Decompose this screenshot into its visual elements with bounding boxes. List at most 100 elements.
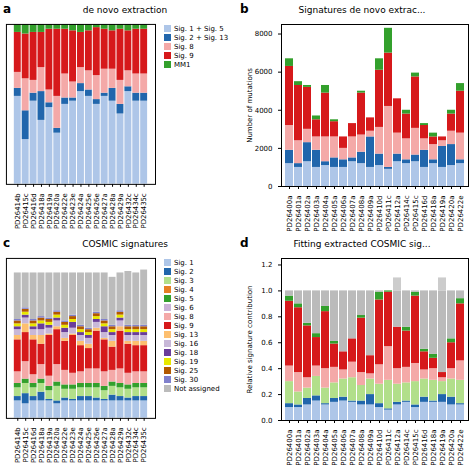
svg-text:6000: 6000 — [255, 68, 273, 76]
svg-text:PD26414c: PD26414c — [403, 195, 411, 231]
svg-text:PD26409a: PD26409a — [367, 196, 375, 232]
svg-text:PD26408a: PD26408a — [358, 430, 366, 466]
svg-text:PD26402a: PD26402a — [304, 196, 312, 232]
svg-text:4000: 4000 — [255, 107, 273, 115]
svg-text:PD26408a: PD26408a — [358, 196, 366, 232]
svg-text:PD26432c: PD26432c — [125, 427, 133, 462]
svg-text:1.0: 1.0 — [261, 287, 272, 295]
svg-text:0.8: 0.8 — [261, 313, 272, 321]
svg-text:PD26411c: PD26411c — [385, 429, 393, 465]
svg-text:PD26403a: PD26403a — [313, 196, 321, 232]
svg-text:PD26419a: PD26419a — [46, 193, 54, 229]
svg-text:Relative signature contributio: Relative signature contribution — [246, 285, 254, 393]
svg-text:PD26425e: PD26425e — [85, 427, 93, 463]
svg-text:PD26419a: PD26419a — [439, 430, 447, 466]
html-text:Sig. 9: Sig. 9 — [173, 51, 194, 60]
svg-text:PD26406a: PD26406a — [340, 430, 348, 466]
svg-text:PD26425e: PD26425e — [85, 193, 93, 229]
svg-text:PD26407a: PD26407a — [349, 196, 357, 232]
svg-text:PD26400a: PD26400a — [286, 430, 294, 466]
svg-text:PD26426e: PD26426e — [93, 427, 101, 463]
svg-text:PD26416d: PD26416d — [30, 427, 38, 463]
svg-text:PD26407a: PD26407a — [349, 430, 357, 466]
svg-text:PD26415c: PD26415c — [412, 195, 420, 231]
svg-text:PD26426e: PD26426e — [93, 193, 101, 229]
svg-text:PD26429a: PD26429a — [117, 427, 125, 463]
html-text:de novo extraction: de novo extraction — [82, 5, 168, 15]
html-text:b: b — [240, 2, 249, 16]
svg-text:PD26420a: PD26420a — [448, 196, 456, 232]
html-text:Sig. 8: Sig. 8 — [173, 42, 194, 51]
svg-text:PD26424a: PD26424a — [77, 427, 85, 463]
svg-text:PD26435c: PD26435c — [140, 427, 148, 462]
svg-text:PD26400a: PD26400a — [286, 196, 294, 232]
svg-text:PD26402a: PD26402a — [304, 430, 312, 466]
svg-text:PD26414b: PD26414b — [14, 193, 22, 229]
svg-text:PD26420a: PD26420a — [53, 193, 61, 229]
html-text:Sig. 2 + Sig. 13: Sig. 2 + Sig. 13 — [173, 33, 229, 42]
svg-text:PD26419a: PD26419a — [439, 196, 447, 232]
html-text:MM1: MM1 — [173, 60, 191, 69]
svg-text:PD26418a: PD26418a — [38, 193, 46, 229]
svg-text:PD26416d: PD26416d — [30, 193, 38, 229]
svg-text:PD26424a: PD26424a — [77, 193, 85, 229]
svg-text:PD26404a: PD26404a — [322, 196, 330, 232]
svg-text:PD26427a: PD26427a — [101, 427, 109, 463]
svg-text:PD26432c: PD26432c — [125, 193, 133, 228]
svg-text:0.0: 0.0 — [261, 417, 272, 425]
svg-text:PD26403a: PD26403a — [313, 430, 321, 466]
svg-text:PD26422e: PD26422e — [61, 193, 69, 229]
svg-text:PD26415c: PD26415c — [412, 429, 420, 465]
svg-text:0: 0 — [268, 183, 272, 191]
svg-text:PD26401a: PD26401a — [295, 196, 303, 232]
svg-text:PD26428a: PD26428a — [109, 193, 117, 229]
svg-text:2000: 2000 — [255, 145, 273, 153]
svg-text:Number of mutations: Number of mutations — [246, 68, 254, 143]
html-text:Sig. 1 + Sig. 5: Sig. 1 + Sig. 5 — [173, 24, 224, 33]
svg-text:PD26435c: PD26435c — [140, 193, 148, 228]
html-text:Fitting extracted COSMIC sig..: Fitting extracted COSMIC sig... — [293, 239, 431, 249]
svg-text:PD26418a: PD26418a — [430, 430, 438, 466]
svg-text:PD26422e: PD26422e — [457, 196, 465, 232]
svg-text:PD26405a: PD26405a — [331, 430, 339, 466]
svg-text:PD26422e: PD26422e — [61, 427, 69, 463]
html-text:COSMIC signatures: COSMIC signatures — [82, 239, 168, 249]
svg-text:PD26410d: PD26410d — [376, 430, 384, 466]
svg-text:PD26414c: PD26414c — [403, 429, 411, 465]
html-text:a: a — [3, 2, 12, 16]
svg-text:PD26401a: PD26401a — [295, 430, 303, 466]
svg-text:PD26427a: PD26427a — [101, 193, 109, 229]
svg-text:PD26423e: PD26423e — [69, 193, 77, 229]
svg-text:PD26422e: PD26422e — [457, 430, 465, 466]
svg-text:PD26415c: PD26415c — [22, 193, 30, 228]
svg-text:PD26434c: PD26434c — [132, 427, 140, 462]
svg-text:PD26419a: PD26419a — [46, 427, 54, 463]
svg-text:1.2: 1.2 — [261, 261, 272, 269]
svg-text:PD26434c: PD26434c — [132, 193, 140, 228]
svg-text:PD26416d: PD26416d — [421, 430, 429, 466]
svg-text:PD26418a: PD26418a — [430, 196, 438, 232]
html-text:Sig. 1: Sig. 1 — [173, 258, 194, 267]
svg-text:PD26404a: PD26404a — [322, 430, 330, 466]
svg-text:PD26423e: PD26423e — [69, 427, 77, 463]
svg-text:PD26414b: PD26414b — [14, 427, 22, 463]
svg-text:PD26415c: PD26415c — [22, 427, 30, 462]
svg-text:PD26410d: PD26410d — [376, 196, 384, 232]
svg-text:0.4: 0.4 — [261, 365, 273, 373]
svg-text:PD26412a: PD26412a — [394, 430, 402, 466]
html-text:Signatures de novo extrac...: Signatures de novo extrac... — [298, 5, 426, 15]
svg-text:PD26412a: PD26412a — [394, 196, 402, 232]
svg-text:PD26428a: PD26428a — [109, 427, 117, 463]
svg-text:PD26420a: PD26420a — [53, 427, 61, 463]
svg-text:PD26429a: PD26429a — [117, 193, 125, 229]
svg-text:PD26405a: PD26405a — [331, 196, 339, 232]
svg-text:0.2: 0.2 — [261, 391, 272, 399]
svg-text:PD26416d: PD26416d — [421, 196, 429, 232]
svg-text:8000: 8000 — [255, 30, 273, 38]
svg-text:PD26406a: PD26406a — [340, 196, 348, 232]
svg-text:PD26409a: PD26409a — [367, 430, 375, 466]
svg-text:PD26420a: PD26420a — [448, 430, 456, 466]
svg-text:PD26411c: PD26411c — [385, 195, 393, 231]
svg-text:0.6: 0.6 — [261, 339, 273, 347]
svg-text:PD26418a: PD26418a — [38, 427, 46, 463]
